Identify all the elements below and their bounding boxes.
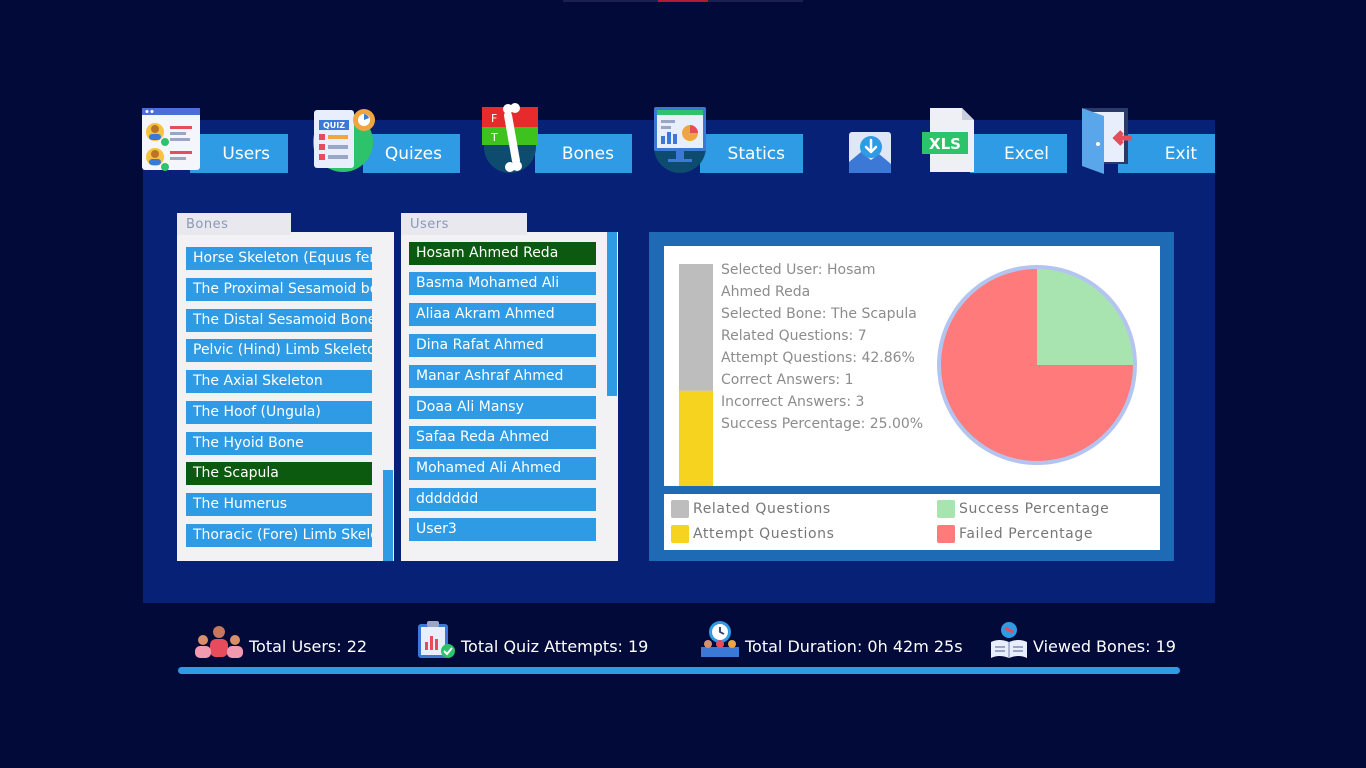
viewed-bones: Viewed Bones: 19 bbox=[1033, 637, 1176, 656]
bone-list-item[interactable]: The Hyoid Bone bbox=[186, 432, 372, 455]
bone-list-item[interactable]: The Axial Skeleton bbox=[186, 370, 372, 393]
stat-attempt-questions: Attempt Questions: 42.86% bbox=[721, 350, 915, 366]
bone-list-item[interactable]: Horse Skeleton (Equus fer bbox=[186, 247, 372, 270]
quiz-icon[interactable]: QUIZ bbox=[311, 106, 377, 174]
quiz-attempts-icon bbox=[418, 621, 455, 658]
bone-icon[interactable]: F T bbox=[482, 103, 540, 175]
total-users: Total Users: 22 bbox=[249, 637, 368, 656]
pie-slice-success bbox=[1037, 269, 1133, 365]
user-list-item[interactable]: Mohamed Ali Ahmed bbox=[409, 457, 596, 480]
bone-list-item[interactable]: The Distal Sesamoid Bone bbox=[186, 309, 372, 332]
bone-list-item[interactable]: The Humerus bbox=[186, 493, 372, 516]
user-list-item[interactable]: Safaa Reda Ahmed bbox=[409, 426, 596, 449]
quizes-nav-button[interactable]: Quizes bbox=[363, 134, 460, 173]
user-list-item[interactable]: Doaa Ali Mansy bbox=[409, 396, 596, 419]
excel-nav-label: Excel bbox=[1003, 143, 1049, 164]
total-users-icon bbox=[195, 626, 243, 658]
legend-swatch-success bbox=[937, 500, 955, 518]
users-icon[interactable] bbox=[140, 106, 202, 174]
user-list-item[interactable]: ddddddd bbox=[409, 488, 596, 511]
stat-success-percentage: Success Percentage: 25.00% bbox=[721, 416, 924, 432]
bones-list-scrollbar[interactable] bbox=[383, 470, 393, 561]
chart-legend bbox=[664, 494, 1160, 550]
users-nav-label: Users bbox=[222, 143, 270, 164]
legend-label-failed: Failed Percentage bbox=[959, 526, 1094, 542]
excel-nav-button[interactable]: Excel bbox=[970, 134, 1067, 173]
bones-icon-t: T bbox=[490, 131, 498, 144]
legend-label-success: Success Percentage bbox=[959, 501, 1110, 517]
pie-slice-failed bbox=[941, 269, 1133, 461]
success-pie-chart bbox=[937, 265, 1137, 465]
statics-nav-label: Statics bbox=[727, 143, 785, 164]
legend-swatch-failed bbox=[937, 525, 955, 543]
exit-door-icon[interactable] bbox=[1080, 106, 1136, 174]
bone-list-item[interactable]: Pelvic (Hind) Limb Skeleto bbox=[186, 339, 372, 362]
bones-nav-label: Bones bbox=[561, 143, 614, 164]
footer-progress-bar bbox=[178, 667, 1180, 674]
bones-icon-f: F bbox=[491, 112, 497, 125]
users-list-scrollbar[interactable] bbox=[607, 232, 617, 396]
viewed-bones-icon bbox=[991, 622, 1027, 658]
bones-list-tab: Bones bbox=[177, 213, 291, 235]
stat-related-questions: Related Questions: 7 bbox=[721, 328, 867, 344]
xls-icon-text: XLS bbox=[929, 135, 961, 153]
statistics-icon[interactable] bbox=[652, 103, 710, 173]
quiz-icon-text: QUIZ bbox=[323, 121, 345, 130]
stat-correct-answers: Correct Answers: 1 bbox=[721, 372, 854, 388]
legend-swatch-attempt bbox=[671, 525, 689, 543]
bar-related-questions bbox=[679, 264, 713, 391]
legend-swatch-related bbox=[671, 500, 689, 518]
statics-nav-button[interactable]: Statics bbox=[700, 134, 803, 173]
bone-list-item[interactable]: Thoracic (Fore) Limb Skele bbox=[186, 524, 372, 547]
quizes-nav-label: Quizes bbox=[384, 143, 442, 164]
bar-attempt-questions bbox=[679, 390, 713, 486]
stat-selected-user: Selected User: Hosam bbox=[721, 262, 876, 278]
users-nav-button[interactable]: Users bbox=[190, 134, 288, 173]
top-accent-bar bbox=[563, 0, 803, 2]
stat-selected-bone: Selected Bone: The Scapula bbox=[721, 306, 917, 322]
bone-list-item[interactable]: The Proximal Sesamoid bo bbox=[186, 278, 372, 301]
xls-file-icon[interactable]: XLS bbox=[922, 106, 976, 174]
user-list-item[interactable]: Dina Rafat Ahmed bbox=[409, 334, 596, 357]
user-list-item[interactable]: Aliaa Akram Ahmed bbox=[409, 303, 596, 326]
bone-list-item-selected[interactable]: The Scapula bbox=[186, 462, 372, 485]
user-list-item[interactable]: Basma Mohamed Ali bbox=[409, 272, 596, 295]
total-quiz-attempts: Total Quiz Attempts: 19 bbox=[461, 637, 649, 656]
stat-selected-user-cont: Ahmed Reda bbox=[721, 284, 811, 300]
questions-bar-chart bbox=[679, 264, 713, 486]
stat-incorrect-answers: Incorrect Answers: 3 bbox=[721, 394, 865, 410]
exit-nav-label: Exit bbox=[1164, 143, 1197, 164]
legend-label-related: Related Questions bbox=[693, 501, 831, 517]
bone-list-item[interactable]: The Hoof (Ungula) bbox=[186, 401, 372, 424]
user-list-item[interactable]: Manar Ashraf Ahmed bbox=[409, 365, 596, 388]
users-list-tab: Users bbox=[401, 213, 527, 235]
total-duration-icon bbox=[701, 621, 739, 657]
bones-nav-button[interactable]: Bones bbox=[535, 134, 632, 173]
exit-nav-button[interactable]: Exit bbox=[1118, 134, 1215, 173]
user-list-item-selected[interactable]: Hosam Ahmed Reda bbox=[409, 242, 596, 265]
user-list-item[interactable]: User3 bbox=[409, 518, 596, 541]
download-icon[interactable] bbox=[849, 132, 891, 173]
total-duration: Total Duration: 0h 42m 25s bbox=[745, 637, 963, 656]
legend-label-attempt: Attempt Questions bbox=[693, 526, 835, 542]
